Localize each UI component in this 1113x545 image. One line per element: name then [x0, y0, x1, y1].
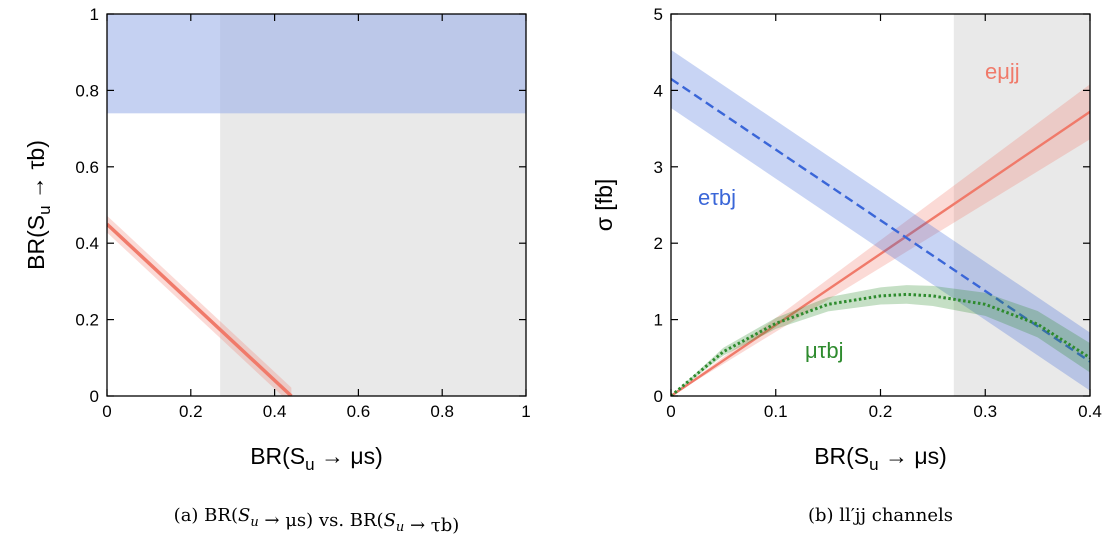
panel-b-series-1-line	[671, 77, 1090, 363]
panel-b-plot-area	[671, 14, 1090, 396]
panel-b-ytick-label: 4	[654, 81, 663, 100]
panel-a-excluded-blue-region	[107, 14, 526, 114]
panel-b-series-2-line	[671, 292, 1090, 396]
panel-a-ytick-label: 0.4	[75, 234, 99, 253]
panel-a-ylabel: BR(Su → τb)	[23, 140, 54, 270]
panel-a-xtick-label: 0	[102, 402, 111, 421]
panel-b-series-2-band	[671, 285, 1090, 396]
panel-a-ytick-label: 1	[90, 5, 99, 24]
panel-a-caption: (a) BR(Su → μs) vs. BR(Su → τb)	[174, 505, 460, 536]
panel-a-xtick-label: 0.6	[347, 402, 371, 421]
series-label-eτbj: eτbj	[698, 185, 736, 210]
panel-b-xtick-label: 0.4	[1078, 402, 1102, 421]
panel-a-plot-area	[107, 14, 526, 396]
series-label-eμjj: eμjj	[985, 59, 1020, 84]
panel-a-ytick-label: 0.8	[75, 81, 99, 100]
panel-b-ytick-label: 1	[654, 311, 663, 330]
panel-a-ytick-label: 0.2	[75, 311, 99, 330]
panel-b-xtick-label: 0.1	[764, 402, 788, 421]
panel-b-series-0-band	[671, 84, 1090, 396]
panel-b-ylabel: σ [fb]	[591, 179, 617, 232]
panel-b-ytick-label: 5	[654, 5, 663, 24]
panel-b-ytick-label: 2	[654, 234, 663, 253]
panel-b-caption: (b) ll′jj channels	[808, 505, 953, 526]
panel-b-xtick-label: 0	[666, 402, 675, 421]
panel-a-ytick-label: 0.6	[75, 158, 99, 177]
panel-b-excluded-gray-region	[953, 14, 1090, 396]
panel-b-ytick-label: 0	[654, 387, 663, 406]
panel-a-ytick-label: 0	[90, 387, 99, 406]
panel-b-ytick-label: 3	[654, 158, 663, 177]
panel-b-xtick-label: 0.2	[869, 402, 893, 421]
panel-a-xtick-label: 1	[521, 402, 530, 421]
panel-a-xtick-label: 0.4	[263, 402, 287, 421]
panel-a-frame	[106, 13, 527, 397]
panel-b-xlabel: BR(Su → μs)	[814, 443, 947, 474]
panel-a-xlabel: BR(Su → μs)	[250, 443, 383, 474]
series-label-μτbj: μτbj	[805, 338, 844, 363]
panel-a-xtick-label: 0.8	[430, 402, 454, 421]
panel-a-series-0-line	[107, 222, 293, 396]
panel-b-xtick-label: 0.3	[973, 402, 997, 421]
panel-a-xtick-label: 0.2	[179, 402, 203, 421]
panel-b-series-0-line	[671, 110, 1090, 396]
